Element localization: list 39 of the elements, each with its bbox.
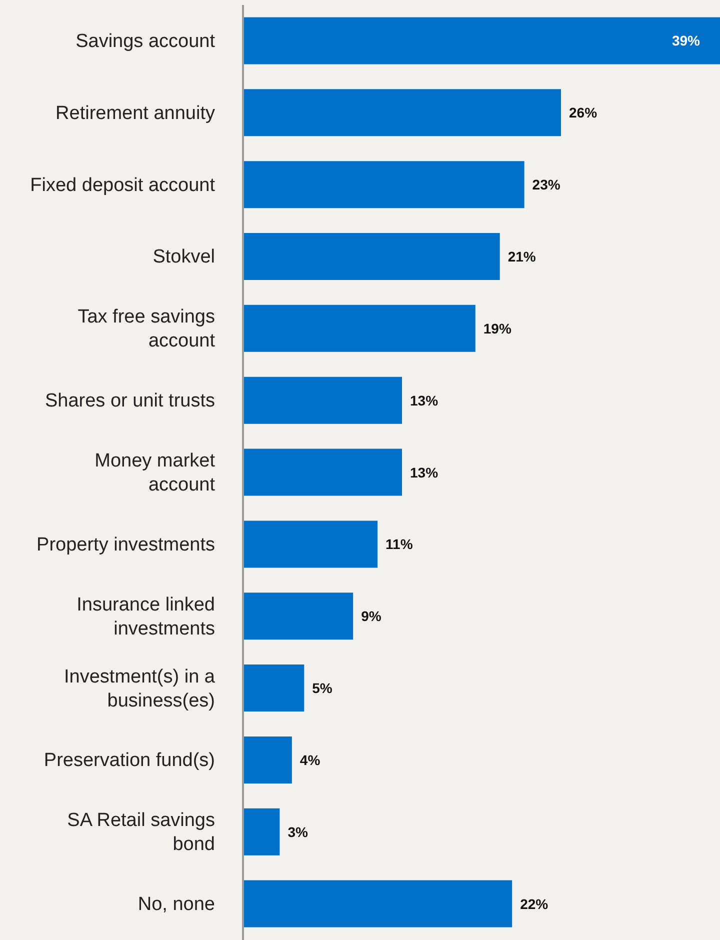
- bar: [243, 17, 720, 64]
- y-tick-label: Tax free savings account: [78, 306, 216, 352]
- y-tick-label: Preservation fund(s): [44, 750, 215, 772]
- y-tick-label: Stokvel: [152, 246, 215, 268]
- bar: [243, 592, 354, 640]
- y-tick-label: Retirement annuity: [56, 102, 216, 124]
- bar: [243, 89, 561, 136]
- y-tick-label: Fixed deposit account: [30, 174, 216, 196]
- y-tick-label: Property investments: [36, 534, 215, 556]
- bar: [243, 880, 512, 928]
- bar: [243, 664, 304, 712]
- bar: [243, 304, 476, 352]
- data-label: 9%: [361, 608, 382, 624]
- data-label: 19%: [483, 320, 512, 336]
- bar: [243, 376, 402, 424]
- data-label: 13%: [410, 392, 439, 408]
- bar: [243, 736, 292, 784]
- y-tick-label: Investment(s) in a business(es): [64, 666, 216, 712]
- y-tick-label: No, none: [138, 894, 215, 916]
- data-label: 26%: [569, 104, 598, 121]
- bar: [243, 161, 524, 208]
- y-tick-label: SA Retail savings bond: [67, 810, 215, 856]
- y-tick-label: Shares or unit trusts: [44, 390, 215, 412]
- data-label: 39%: [672, 32, 701, 49]
- bar: [243, 232, 500, 280]
- y-tick-label: Savings account: [76, 30, 216, 52]
- bar: [243, 448, 402, 496]
- bar: [243, 520, 378, 568]
- bar: [243, 808, 280, 856]
- data-label: 22%: [520, 896, 549, 912]
- y-tick-label: Money market account: [94, 450, 216, 496]
- data-label: 11%: [386, 536, 414, 552]
- data-label: 4%: [300, 752, 321, 768]
- data-label: 5%: [312, 680, 333, 696]
- data-label: 13%: [410, 464, 439, 480]
- y-tick-label: Insurance linked investments: [76, 594, 215, 640]
- data-label: 21%: [508, 248, 536, 264]
- data-label: 3%: [288, 824, 308, 840]
- data-label: 23%: [532, 176, 561, 193]
